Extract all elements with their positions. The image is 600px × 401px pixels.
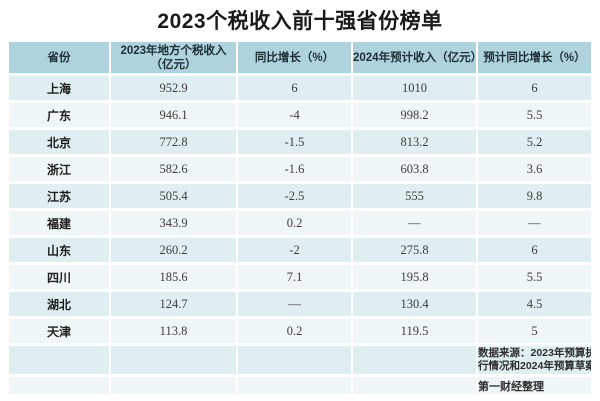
cell-province: 广东 <box>9 103 109 127</box>
cell-expected-growth: 6 <box>478 238 591 262</box>
cell-income-2024: — <box>353 211 476 235</box>
cell-expected-growth: 6 <box>478 76 591 100</box>
empty-cell <box>111 346 236 374</box>
cell-income-2024: 275.8 <box>353 238 476 262</box>
cell-province: 浙江 <box>9 157 109 181</box>
cell-income-2023: 952.9 <box>111 76 236 100</box>
table-row: 天津 113.8 0.2 119.5 5 <box>9 319 591 343</box>
cell-income-2023: 946.1 <box>111 103 236 127</box>
table-header-row: 省份 2023年地方个税收入 （亿元） 同比增长（%） 2024年预计收入（亿元… <box>9 42 591 73</box>
cell-income-2024: 555 <box>353 184 476 208</box>
cell-income-2023: 582.6 <box>111 157 236 181</box>
cell-expected-growth: 5 <box>478 319 591 343</box>
cell-income-2024: 813.2 <box>353 130 476 154</box>
cell-province: 山东 <box>9 238 109 262</box>
empty-cell <box>353 377 476 394</box>
column-header-expected-growth: 预计同比增长（%） <box>478 42 591 73</box>
column-header-income-2023-line1: 2023年地方个税收入 <box>120 44 227 57</box>
table-row: 北京 772.8 -1.5 813.2 5.2 <box>9 130 591 154</box>
cell-yoy-growth: -1.5 <box>238 130 351 154</box>
cell-income-2023: 343.9 <box>111 211 236 235</box>
data-source-note: 数据来源：2023年预算执 行情况和2024年预算草案 <box>478 346 591 374</box>
table-row: 四川 185.6 7.1 195.8 5.5 <box>9 265 591 289</box>
cell-expected-growth: 5.5 <box>478 103 591 127</box>
empty-cell <box>111 377 236 394</box>
cell-income-2024: 195.8 <box>353 265 476 289</box>
cell-income-2024: 1010 <box>353 76 476 100</box>
column-header-yoy-growth: 同比增长（%） <box>238 42 351 73</box>
cell-expected-growth: 5.5 <box>478 265 591 289</box>
cell-expected-growth: 9.8 <box>478 184 591 208</box>
column-header-income-2023-line2: （亿元） <box>150 58 197 71</box>
cell-income-2024: 119.5 <box>353 319 476 343</box>
tax-ranking-table: 省份 2023年地方个税收入 （亿元） 同比增长（%） 2024年预计收入（亿元… <box>7 39 593 397</box>
cell-income-2024: 603.8 <box>353 157 476 181</box>
cell-yoy-growth: 6 <box>238 76 351 100</box>
cell-province: 上海 <box>9 76 109 100</box>
cell-income-2023: 505.4 <box>111 184 236 208</box>
cell-yoy-growth: -4 <box>238 103 351 127</box>
column-header-province: 省份 <box>9 42 109 73</box>
cell-income-2024: 130.4 <box>353 292 476 316</box>
cell-expected-growth: 3.6 <box>478 157 591 181</box>
empty-cell <box>238 377 351 394</box>
empty-cell <box>9 346 109 374</box>
credit-note: 第一财经整理 <box>478 377 591 394</box>
data-source-line2: 行情况和2024年预算草案 <box>478 360 591 372</box>
table-row: 湖北 124.7 — 130.4 4.5 <box>9 292 591 316</box>
empty-cell <box>353 346 476 374</box>
table-row: 福建 343.9 0.2 — — <box>9 211 591 235</box>
cell-province: 天津 <box>9 319 109 343</box>
table-footer-row: 第一财经整理 <box>9 377 591 394</box>
column-header-income-2024: 2024年预计收入（亿元） <box>353 42 476 73</box>
cell-province: 江苏 <box>9 184 109 208</box>
table-footer-row: 数据来源：2023年预算执 行情况和2024年预算草案 <box>9 346 591 374</box>
cell-yoy-growth: 7.1 <box>238 265 351 289</box>
empty-cell <box>9 377 109 394</box>
cell-expected-growth: 5.2 <box>478 130 591 154</box>
cell-income-2023: 772.8 <box>111 130 236 154</box>
cell-expected-growth: — <box>478 211 591 235</box>
cell-income-2023: 260.2 <box>111 238 236 262</box>
cell-income-2023: 124.7 <box>111 292 236 316</box>
table-row: 上海 952.9 6 1010 6 <box>9 76 591 100</box>
cell-yoy-growth: -2 <box>238 238 351 262</box>
cell-province: 四川 <box>9 265 109 289</box>
cell-province: 北京 <box>9 130 109 154</box>
cell-yoy-growth: -2.5 <box>238 184 351 208</box>
column-header-income-2023: 2023年地方个税收入 （亿元） <box>111 42 236 73</box>
cell-province: 福建 <box>9 211 109 235</box>
cell-province: 湖北 <box>9 292 109 316</box>
cell-income-2024: 998.2 <box>353 103 476 127</box>
data-source-line1: 数据来源：2023年预算执 <box>478 347 591 359</box>
cell-yoy-growth: 0.2 <box>238 211 351 235</box>
table-row: 江苏 505.4 -2.5 555 9.8 <box>9 184 591 208</box>
cell-yoy-growth: — <box>238 292 351 316</box>
cell-income-2023: 113.8 <box>111 319 236 343</box>
table-row: 广东 946.1 -4 998.2 5.5 <box>9 103 591 127</box>
page-title: 2023个税收入前十强省份榜单 <box>157 10 443 33</box>
empty-cell <box>238 346 351 374</box>
cell-expected-growth: 4.5 <box>478 292 591 316</box>
cell-yoy-growth: 0.2 <box>238 319 351 343</box>
table-row: 浙江 582.6 -1.6 603.8 3.6 <box>9 157 591 181</box>
cell-yoy-growth: -1.6 <box>238 157 351 181</box>
table-row: 山东 260.2 -2 275.8 6 <box>9 238 591 262</box>
cell-income-2023: 185.6 <box>111 265 236 289</box>
